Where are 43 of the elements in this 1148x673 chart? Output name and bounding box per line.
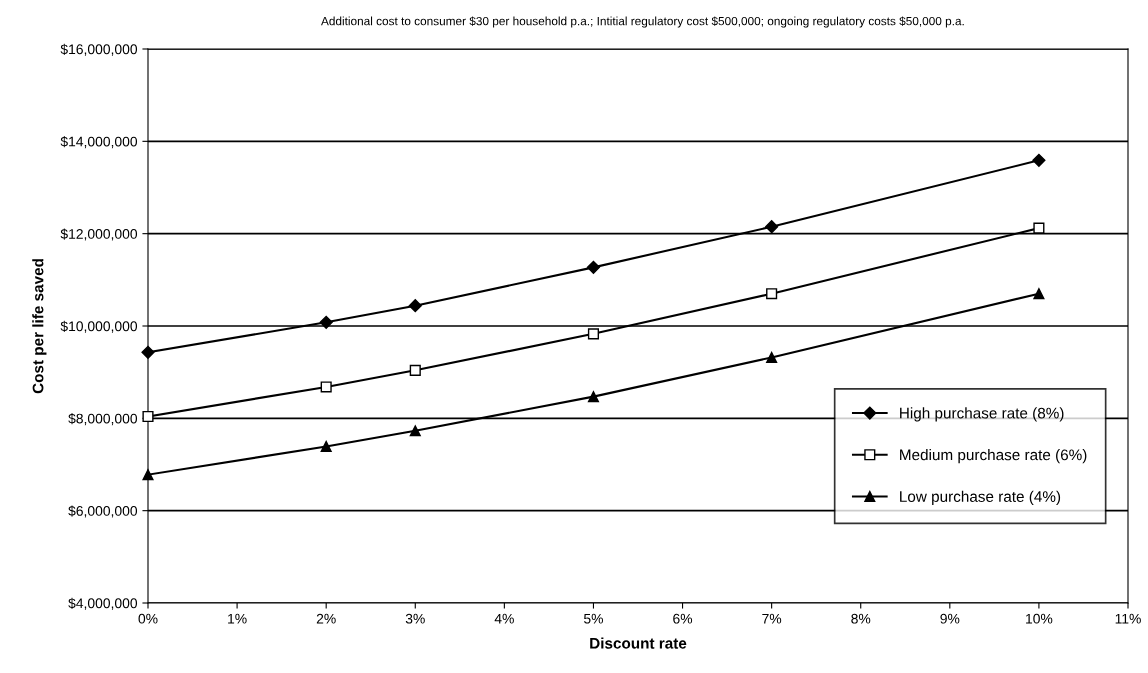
x-tick-label: 10% (1026, 613, 1053, 624)
x-tick-label: 0% (138, 613, 158, 624)
point (587, 391, 600, 403)
y-tick-label: $8,000,000 (68, 413, 138, 426)
y-tick-label: $4,000,000 (68, 597, 138, 610)
x-tick-label: 8% (851, 613, 871, 624)
x-tick-label: 6% (673, 613, 693, 624)
point (766, 288, 778, 300)
x-tick-label: 4% (494, 613, 514, 624)
y-axis-title: Cost per life saved (32, 259, 47, 394)
point (141, 345, 155, 359)
legend-label: High purchase rate (8%) (900, 407, 1064, 422)
y-tick-label: $16,000,000 (60, 43, 138, 56)
point (408, 299, 422, 313)
x-tick-label: 2% (316, 613, 336, 624)
y-tick-label: $6,000,000 (68, 505, 138, 518)
point (1032, 153, 1046, 167)
point (766, 351, 778, 363)
point (765, 220, 779, 234)
point (587, 328, 600, 340)
point (320, 381, 332, 393)
x-tick-label: 1% (228, 613, 247, 624)
y-tick-label: $12,000,000 (60, 228, 138, 241)
y-tick-label: $14,000,000 (60, 136, 138, 149)
x-tick-label: 11% (1115, 613, 1141, 624)
y-tick-label: $10,000,000 (60, 320, 138, 333)
legend-label: Low purchase rate (4%) (900, 490, 1061, 506)
point (409, 364, 421, 376)
x-tick-label: 7% (762, 613, 782, 624)
chart-title: Additional cost to consumer $30 per household p.a.; Intitial regulatory cost $500,000; ongoing regulatory costs $50,000 p.a. (321, 16, 964, 28)
x-tick-label: 3% (405, 613, 425, 624)
point (142, 410, 154, 423)
point (1033, 288, 1045, 300)
point (319, 315, 333, 329)
point (586, 260, 601, 274)
x-tick-label: 9% (940, 613, 960, 624)
point (409, 425, 421, 437)
legend-label: Medium purchase rate (6%) (900, 449, 1087, 464)
point (320, 440, 332, 453)
x-axis-title: Discount rate (590, 637, 687, 649)
x-tick-label: 5% (583, 613, 603, 624)
point (1033, 222, 1045, 234)
point (142, 469, 154, 481)
